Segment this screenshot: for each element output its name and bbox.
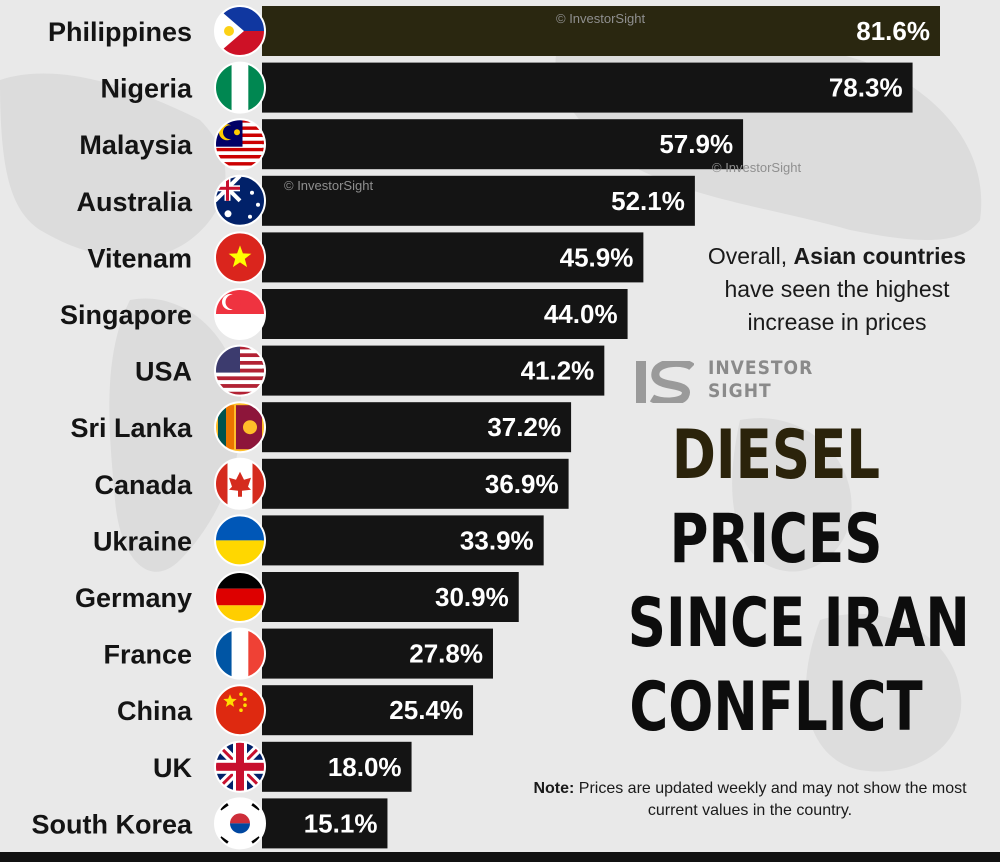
- bar-germany: [262, 572, 519, 622]
- chart-title: DIESEL PRICES SINCE IRAN CONFLICT: [586, 414, 970, 750]
- investorsight-logo: INVESTOR SIGHT: [636, 355, 836, 411]
- value-label: 41.2%: [521, 356, 595, 386]
- footnote-label: Note:: [533, 780, 575, 797]
- flag-ring: [214, 174, 266, 227]
- flag-ring: [214, 401, 266, 454]
- value-label: 18.0%: [328, 752, 402, 782]
- bar-nigeria: [262, 62, 913, 113]
- title-line-4: CONFLICT: [629, 668, 923, 747]
- flag-ring: [214, 288, 266, 340]
- flag-ring: [214, 627, 266, 680]
- country-label: Australia: [76, 187, 193, 217]
- vietnam-flag-icon: [215, 232, 265, 283]
- country-label: Malaysia: [79, 130, 193, 160]
- country-label: China: [117, 696, 193, 726]
- value-label: 27.8%: [409, 639, 483, 669]
- sri-lanka-flag-icon: [215, 402, 265, 453]
- side-note-line2: have seen the highest: [724, 276, 950, 302]
- watermark-text: © InvestorSight: [712, 160, 801, 175]
- flag-ring: [214, 684, 266, 737]
- bar-malaysia: [262, 119, 744, 170]
- bar-ukraine: [262, 515, 544, 566]
- value-label: 25.4%: [389, 695, 463, 725]
- value-label: 78.3%: [829, 73, 903, 103]
- value-label: 57.9%: [659, 129, 733, 159]
- country-label: Vitenam: [87, 243, 192, 273]
- flag-ring: [214, 231, 266, 284]
- logo-text-line1: INVESTOR: [708, 357, 814, 379]
- value-label: 36.9%: [485, 469, 559, 499]
- china-flag-icon: [215, 685, 265, 736]
- country-label: Singapore: [60, 300, 192, 330]
- value-label: 30.9%: [435, 582, 509, 612]
- value-label: 52.1%: [611, 186, 685, 216]
- title-line-2: PRICES: [669, 500, 883, 579]
- value-label: 45.9%: [560, 242, 634, 272]
- value-label: 33.9%: [460, 525, 534, 555]
- country-label: Nigeria: [100, 74, 193, 104]
- country-label: Philippines: [48, 17, 192, 47]
- bar-france: [262, 628, 493, 679]
- value-label: 37.2%: [487, 412, 561, 442]
- footnote-text: Prices are updated weekly and may not sh…: [578, 780, 967, 819]
- flag-ring: [214, 118, 266, 171]
- flag-ring: [214, 797, 266, 850]
- side-note-prefix: Overall,: [707, 243, 788, 269]
- flag-ring: [214, 61, 266, 114]
- bar-australia: [262, 175, 695, 226]
- bar-china: [262, 685, 474, 736]
- title-line-1: DIESEL: [671, 416, 881, 495]
- flag-ring: [214, 5, 266, 57]
- logo-text-line2: SIGHT: [708, 380, 772, 402]
- flag-ring: [214, 571, 266, 623]
- flag-ring: [214, 514, 266, 567]
- country-label: France: [103, 640, 192, 670]
- country-label: UK: [153, 753, 192, 783]
- bar-sri-lanka: [262, 402, 572, 453]
- bar-usa: [262, 345, 605, 396]
- footnote: Note: Prices are updated weekly and may …: [510, 778, 990, 822]
- country-label: Canada: [94, 470, 193, 500]
- country-label: South Korea: [31, 809, 192, 839]
- watermark-text: © InvestorSight: [556, 11, 645, 26]
- singapore-flag-icon: [215, 289, 265, 339]
- bar-canada: [262, 458, 569, 509]
- value-label: 81.6%: [856, 16, 930, 46]
- side-note-bold: Asian countries: [793, 243, 967, 269]
- flag-ring: [214, 344, 266, 397]
- uk-flag-icon: [215, 741, 265, 792]
- bar-singapore: [262, 289, 628, 339]
- bar-south-korea: [262, 798, 388, 849]
- bar-philippines: [262, 6, 940, 56]
- australia-flag-icon: [215, 175, 265, 226]
- investorsight-logo-mark: [636, 361, 694, 403]
- bar-vitenam: [262, 232, 644, 283]
- title-line-3: SINCE IRAN: [627, 584, 970, 663]
- country-label: Ukraine: [93, 526, 192, 556]
- value-label: 15.1%: [304, 808, 378, 838]
- bottom-strip: [0, 852, 1000, 862]
- asian-countries-note: Overall, Asian countries have seen the h…: [672, 240, 1000, 339]
- side-note-line3: increase in prices: [747, 309, 927, 335]
- country-label: Sri Lanka: [70, 413, 193, 443]
- south-korea-flag-icon: [215, 798, 265, 849]
- watermark-text: © InvestorSight: [284, 178, 373, 193]
- value-label: 44.0%: [544, 299, 618, 329]
- malaysia-flag-icon: [215, 119, 265, 170]
- flag-ring: [214, 457, 266, 510]
- country-label: USA: [135, 357, 192, 387]
- flag-ring: [214, 740, 266, 793]
- country-label: Germany: [75, 583, 192, 613]
- bar-uk: [262, 741, 412, 792]
